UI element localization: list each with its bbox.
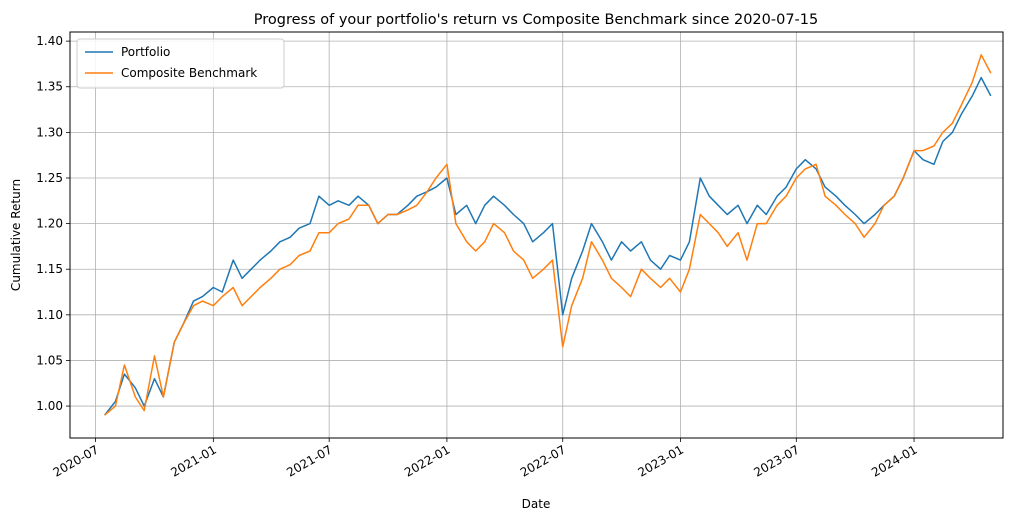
y-tick-label: 1.25 <box>36 171 63 185</box>
y-tick-label: 1.40 <box>36 34 63 48</box>
x-axis-title: Date <box>522 497 551 511</box>
series-layer <box>104 54 992 416</box>
legend-label-benchmark: Composite Benchmark <box>121 66 257 80</box>
y-tick-label: 1.00 <box>36 399 63 413</box>
y-axis: 1.00 1.05 1.10 1.15 1.20 1.25 1.30 1.35 1.40 <box>36 34 70 413</box>
legend: Portfolio Composite Benchmark <box>76 38 285 89</box>
series-line-portfolio <box>104 76 992 416</box>
y-tick-label: 1.15 <box>36 262 63 276</box>
y-tick-label: 1.10 <box>36 308 63 322</box>
plot-frame <box>69 31 1004 439</box>
y-tick-label: 1.05 <box>36 353 63 367</box>
grid <box>70 32 1003 438</box>
y-tick-label: 1.30 <box>36 125 63 139</box>
y-axis-title: Cumulative Return <box>9 179 23 291</box>
legend-label-portfolio: Portfolio <box>121 45 170 59</box>
y-tick-label: 1.35 <box>36 80 63 94</box>
legend-box <box>76 38 285 89</box>
series-line-composite-benchmark <box>104 54 992 416</box>
chart-title: Progress of your portfolio's return vs C… <box>254 12 819 28</box>
y-tick-label: 1.20 <box>36 217 63 231</box>
